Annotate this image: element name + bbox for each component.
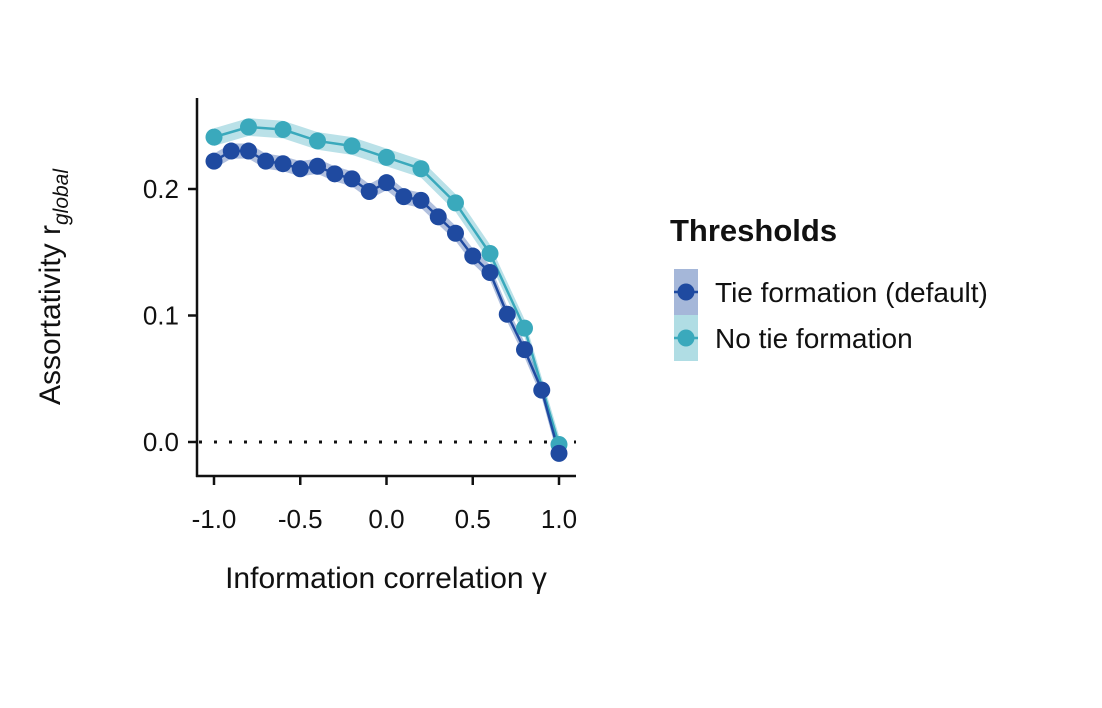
data-point	[516, 341, 533, 359]
data-point	[550, 444, 568, 462]
y-axis-ticks: 0.0 0.1 0.2	[143, 174, 197, 457]
data-point	[378, 174, 395, 192]
y-tick-label: 0.2	[143, 174, 179, 204]
legend-label: Tie formation (default)	[715, 277, 988, 308]
x-tick-label: 0.0	[368, 504, 404, 534]
y-tick-label: 0.1	[143, 301, 179, 331]
data-point	[360, 183, 378, 201]
data-point	[257, 152, 275, 170]
data-point	[309, 132, 326, 150]
data-point	[481, 263, 499, 281]
x-tick-label: -1.0	[192, 504, 237, 534]
data-point	[326, 165, 344, 183]
legend-key-point	[677, 329, 695, 347]
data-point	[464, 247, 482, 265]
data-point	[291, 160, 309, 178]
legend-label: No tie formation	[715, 323, 913, 354]
series-points	[205, 118, 568, 462]
series-line	[213, 149, 561, 454]
legend: Thresholds Tie formation (default) No tie…	[670, 213, 988, 361]
y-axis-title-main: Assortativity r	[34, 225, 67, 405]
legend-item: Tie formation (default)	[674, 269, 988, 315]
legend-key-point	[677, 283, 695, 301]
data-point	[205, 128, 223, 146]
y-tick-label: 0.0	[143, 427, 179, 457]
data-point	[378, 148, 395, 166]
data-point	[447, 194, 464, 212]
data-point	[309, 157, 326, 175]
data-point	[343, 170, 361, 188]
y-axis-title: Assortativity rglobal	[34, 168, 73, 405]
data-point	[222, 142, 240, 160]
x-axis-title: Information correlation γ	[225, 562, 547, 595]
data-point	[205, 152, 223, 170]
x-axis-ticks: -1.0 -0.5 0.0 0.5 1.0	[192, 476, 577, 534]
data-point	[240, 142, 257, 160]
x-tick-label: 1.0	[541, 504, 577, 534]
legend-item: No tie formation	[674, 315, 913, 361]
data-point	[533, 381, 551, 399]
data-point	[429, 208, 447, 226]
data-point	[274, 155, 292, 173]
data-point	[481, 245, 499, 263]
data-point	[447, 224, 464, 242]
x-tick-label: 0.5	[455, 504, 491, 534]
data-point	[240, 118, 257, 136]
legend-title: Thresholds	[670, 213, 837, 248]
data-point	[412, 191, 430, 209]
data-point	[516, 319, 533, 337]
x-tick-label: -0.5	[278, 504, 323, 534]
legend-items: Tie formation (default) No tie formation	[674, 269, 988, 361]
data-point	[343, 137, 361, 155]
data-point	[412, 160, 430, 178]
data-point	[274, 121, 292, 139]
data-point	[498, 305, 516, 323]
data-point	[395, 188, 413, 206]
y-axis-title-subscript: global	[50, 168, 73, 225]
